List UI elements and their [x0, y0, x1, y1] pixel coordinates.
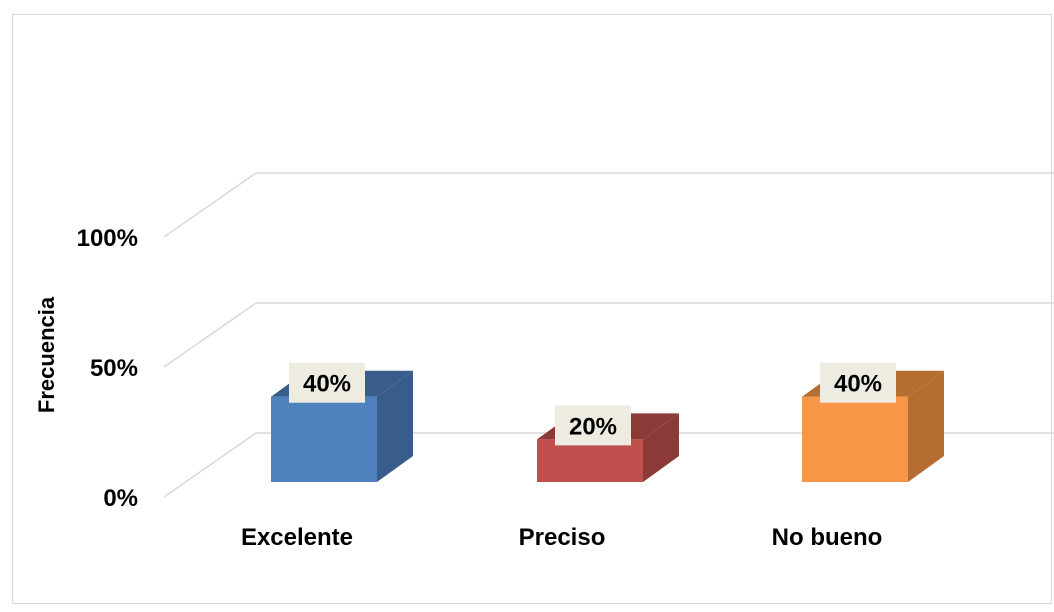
x-axis-categories: Excelente Preciso No bueno	[241, 524, 882, 551]
gridline-diagonal	[163, 172, 257, 238]
data-label: 20%	[555, 405, 631, 446]
data-label: 40%	[289, 362, 365, 403]
chart-frame	[12, 14, 1052, 604]
gridline-diagonal	[163, 432, 257, 498]
bar-side-face	[377, 370, 413, 482]
data-label-box	[555, 405, 631, 446]
bar-excelente	[271, 370, 413, 482]
y-axis-ticks: 0% 50% 100%	[77, 225, 138, 512]
data-label-text: 40%	[834, 371, 882, 398]
y-tick-label: 0%	[103, 485, 138, 512]
y-tick-label: 100%	[77, 225, 138, 252]
bar-side-face	[908, 370, 944, 482]
data-label-box	[289, 362, 365, 403]
bar-front-face	[802, 396, 908, 482]
bar-side-face	[643, 413, 679, 482]
x-category-label: Preciso	[519, 524, 606, 551]
data-labels: 40% 20% 40%	[289, 362, 896, 446]
data-label-text: 20%	[569, 413, 617, 440]
bar-front-face	[271, 396, 377, 482]
data-label: 40%	[820, 362, 896, 403]
y-tick-label: 50%	[90, 355, 138, 382]
data-label-text: 40%	[303, 371, 351, 398]
data-label-box	[820, 362, 896, 403]
bar-front-face	[537, 439, 643, 482]
x-category-label: No bueno	[772, 524, 883, 551]
y-axis-title: Frecuencia	[34, 296, 59, 413]
x-category-label: Excelente	[241, 524, 353, 551]
gridline-diagonal	[163, 302, 257, 368]
